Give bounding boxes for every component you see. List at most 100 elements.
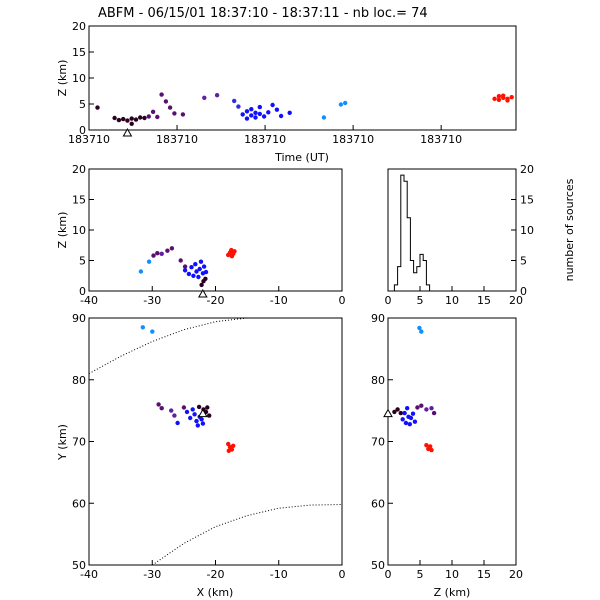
x-tick-label: -30 xyxy=(143,294,161,307)
data-point xyxy=(155,114,160,120)
data-point xyxy=(138,115,143,120)
data-point xyxy=(190,407,195,412)
data-point xyxy=(203,269,209,275)
y-tick-label: 5 xyxy=(79,98,86,111)
data-point xyxy=(412,419,418,424)
data-point xyxy=(112,115,117,121)
data-point xyxy=(169,246,175,251)
data-point xyxy=(159,92,164,97)
data-point xyxy=(201,279,206,284)
x-tick-label: 10 xyxy=(445,568,459,581)
data-point xyxy=(417,325,422,331)
y-axis-title: Z (km) xyxy=(56,212,69,249)
data-point xyxy=(116,117,122,123)
data-point xyxy=(181,405,187,410)
data-point xyxy=(424,407,429,412)
x-tick-label: -20 xyxy=(207,568,225,581)
data-point xyxy=(205,405,210,410)
data-point xyxy=(172,413,177,418)
histogram-bar xyxy=(414,273,417,291)
x-tick-label: 5 xyxy=(417,568,424,581)
y-tick-label: 0 xyxy=(79,124,86,137)
y-tick-label: 15 xyxy=(72,46,86,59)
x-tick-label: 0 xyxy=(339,568,346,581)
data-point xyxy=(403,420,409,426)
y-tick-label: 50 xyxy=(72,559,86,572)
data-point xyxy=(193,262,198,267)
data-point xyxy=(201,264,207,269)
data-point xyxy=(186,271,192,277)
data-point xyxy=(172,111,177,116)
bars-layer xyxy=(388,174,516,292)
data-point xyxy=(95,105,100,110)
y-tick-label: 15 xyxy=(520,194,534,207)
data-point xyxy=(431,410,437,416)
x-tick-label: -40 xyxy=(80,294,98,307)
data-point xyxy=(496,97,502,103)
plot-frame xyxy=(387,317,517,566)
data-point xyxy=(195,423,200,428)
x-tick-label: -20 xyxy=(207,294,225,307)
data-point xyxy=(270,102,275,108)
curves-layer xyxy=(89,318,342,565)
data-point xyxy=(505,98,510,103)
data-point xyxy=(133,117,139,122)
data-point xyxy=(261,114,267,119)
y-axis-title: Z (km) xyxy=(56,60,69,97)
data-point xyxy=(155,251,160,256)
data-point xyxy=(415,405,420,410)
data-point xyxy=(184,409,190,415)
y-tick-label: 50 xyxy=(371,559,385,572)
data-point xyxy=(199,417,204,422)
x-tick-label: 183710 xyxy=(332,133,374,146)
data-point xyxy=(492,96,497,102)
y-tick-label: 60 xyxy=(371,497,385,510)
data-point xyxy=(146,114,151,119)
data-point xyxy=(150,329,155,334)
x-tick-label: 15 xyxy=(477,568,491,581)
y-tick-label: 20 xyxy=(72,20,86,33)
panel-z-y: 50 60 70 80 90 0 5 10 15 20 Z (km) xyxy=(371,312,523,599)
y-tick-label: 0 xyxy=(79,285,86,298)
plot-frame xyxy=(88,25,517,131)
x-tick-label: 0 xyxy=(385,568,392,581)
panel-x-y: 50 60 70 80 90 -40 -30 -20 -10 0 Y (km) X (km) xyxy=(56,312,346,599)
data-point xyxy=(249,107,254,112)
data-point xyxy=(200,421,206,426)
y-tick-label: 10 xyxy=(72,72,86,85)
data-point xyxy=(175,420,180,426)
y-tick-label: 70 xyxy=(371,436,385,449)
x-tick-label: 0 xyxy=(385,294,392,307)
data-point xyxy=(169,408,174,413)
data-point xyxy=(207,413,212,418)
data-point xyxy=(338,102,344,107)
data-point xyxy=(244,116,250,121)
x-tick-label: -10 xyxy=(270,568,288,581)
data-point xyxy=(142,115,147,121)
y-tick-label: 90 xyxy=(72,312,86,325)
x-tick-label: 5 xyxy=(417,294,424,307)
data-point xyxy=(244,109,250,114)
data-point xyxy=(226,448,231,453)
y-tick-label: 5 xyxy=(79,255,86,268)
station-triangle-icon xyxy=(122,127,133,137)
y-tick-label: 80 xyxy=(371,374,385,387)
data-point xyxy=(419,329,424,334)
data-point xyxy=(194,269,199,274)
data-point xyxy=(429,406,434,411)
data-point xyxy=(125,118,130,123)
data-point xyxy=(424,443,429,448)
x-tick-label: -10 xyxy=(270,294,288,307)
data-point xyxy=(188,415,193,421)
data-point xyxy=(240,112,245,117)
data-point xyxy=(253,115,258,120)
data-point xyxy=(121,116,126,122)
data-point xyxy=(163,99,169,104)
y-tick-label: 10 xyxy=(72,224,86,237)
ticks-layer: 50 60 70 80 90 0 5 10 15 20 xyxy=(371,312,523,581)
data-point xyxy=(165,248,170,253)
data-point xyxy=(129,116,134,121)
data-point xyxy=(178,258,183,263)
data-point xyxy=(232,249,237,254)
